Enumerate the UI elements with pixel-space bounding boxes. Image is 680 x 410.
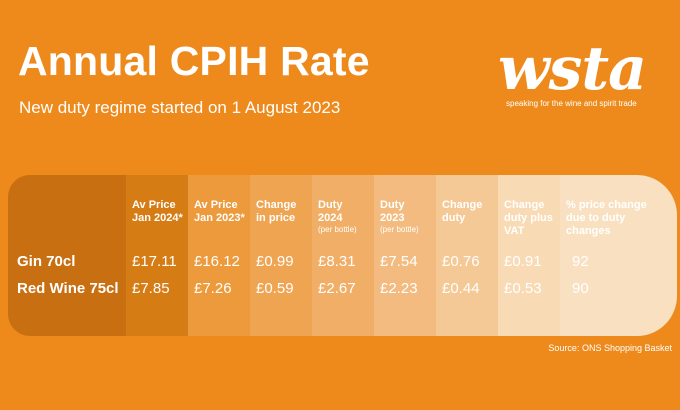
cell-wine-pct-price-change: 90 — [572, 280, 589, 297]
column-change-duty-plus-vat: Change duty plus VAT £0.91 £0.53 — [498, 175, 560, 336]
header-pct-price-change: % price change due to duty changes — [566, 199, 647, 237]
column-duty-2024: Duty 2024 (per bottle) £8.31 £2.67 — [312, 175, 374, 336]
column-change-duty: Change duty £0.76 £0.44 — [436, 175, 498, 336]
cell-wine-change-duty: £0.44 — [442, 280, 480, 297]
cell-gin-duty-2023: £7.54 — [380, 253, 418, 270]
cell-gin-change-duty: £0.76 — [442, 253, 480, 270]
header-change-duty-plus-vat: Change duty plus VAT — [504, 199, 553, 237]
header-change-in-price: Change in price — [256, 199, 297, 224]
price-table: Gin 70cl Red Wine 75cl Av Price Jan 2024*… — [8, 175, 677, 336]
cell-gin-change-in-price: £0.99 — [256, 253, 294, 270]
column-pct-price-change: % price change due to duty changes 92 90 — [560, 175, 677, 336]
row-label-red-wine: Red Wine 75cl — [17, 280, 119, 297]
cell-wine-duty-2024: £2.67 — [318, 280, 356, 297]
page-subtitle: New duty regime started on 1 August 2023 — [19, 98, 341, 117]
row-label-gin: Gin 70cl — [17, 253, 76, 270]
cell-wine-duty-2023: £2.23 — [380, 280, 418, 297]
cell-gin-duty-2024: £8.31 — [318, 253, 356, 270]
cell-wine-av-price-2024: £7.85 — [132, 280, 170, 297]
header-av-price-2023: Av Price Jan 2023* — [194, 199, 245, 224]
header-change-duty: Change duty — [442, 199, 483, 224]
cell-gin-pct-price-change: 92 — [572, 253, 589, 270]
header-duty-2023: Duty 2023 (per bottle) — [380, 199, 419, 234]
header-duty-2024: Duty 2024 (per bottle) — [318, 199, 357, 234]
cell-gin-change-duty-plus-vat: £0.91 — [504, 253, 542, 270]
column-duty-2023: Duty 2023 (per bottle) £7.54 £2.23 — [374, 175, 436, 336]
logo-tagline: speaking for the wine and spirit trade — [506, 99, 637, 108]
cell-wine-change-duty-plus-vat: £0.53 — [504, 280, 542, 297]
header-av-price-2024: Av Price Jan 2024* — [132, 199, 183, 224]
column-change-in-price: Change in price £0.99 £0.59 — [250, 175, 312, 336]
column-av-price-2024: Av Price Jan 2024* £17.11 £7.85 — [126, 175, 188, 336]
cell-wine-change-in-price: £0.59 — [256, 280, 294, 297]
row-label-column: Gin 70cl Red Wine 75cl — [8, 175, 126, 336]
cell-gin-av-price-2023: £16.12 — [194, 253, 240, 270]
cell-gin-av-price-2024: £17.11 — [132, 253, 177, 270]
column-av-price-2023: Av Price Jan 2023* £16.12 £7.26 — [188, 175, 250, 336]
source-note: Source: ONS Shopping Basket — [548, 343, 672, 353]
page-title: Annual CPIH Rate — [18, 38, 370, 84]
wsta-logo: wsta — [498, 34, 647, 104]
cell-wine-av-price-2023: £7.26 — [194, 280, 232, 297]
